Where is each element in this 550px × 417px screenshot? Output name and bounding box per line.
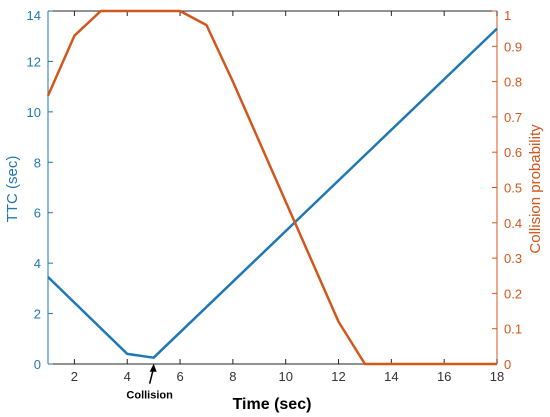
y-tick-label-left: 2 — [34, 307, 41, 322]
y-tick-label-left: 6 — [34, 206, 41, 221]
y-tick-label-right: 0.5 — [504, 181, 522, 196]
y-tick-label-left: 12 — [27, 54, 41, 69]
y-tick-label-right: 0.6 — [504, 145, 522, 160]
x-tick-label: 16 — [437, 369, 451, 384]
y-tick-label-right: 0.1 — [504, 322, 522, 337]
ttc-line — [47, 27, 498, 359]
y-tick-label-left: 14 — [27, 8, 41, 23]
collision-probability-line — [46, 9, 497, 366]
x-tick-label: 12 — [331, 369, 345, 384]
y-tick-label-right: 0 — [504, 357, 511, 372]
series-layer — [46, 9, 498, 366]
x-tick-label: 10 — [278, 369, 292, 384]
y-tick-label-right: 0.7 — [504, 110, 522, 125]
y-tick-label-right: 1 — [504, 8, 511, 23]
y-tick-label-right: 0.2 — [504, 286, 522, 301]
ticks-layer: 2 4 6 8 10 12 14 16 180246810121400.10.20.30.40.… — [27, 8, 523, 384]
axes — [47, 10, 498, 365]
x-tick-label: 18 — [490, 369, 504, 384]
x-tick-label: 14 — [384, 369, 398, 384]
y-tick-label-right: 0.9 — [504, 39, 522, 54]
x-tick-label: 4 — [124, 369, 131, 384]
y-tick-label-right: 0.8 — [504, 75, 522, 90]
y-axis-label-right: Collision probability — [527, 124, 544, 254]
y-tick-label-right: 0.4 — [504, 216, 522, 231]
x-axis-label: Time (sec) — [233, 396, 312, 413]
y-tick-label-left: 8 — [34, 155, 41, 170]
annotation-layer: Collision — [126, 363, 173, 402]
y-axis-label-left: TTC (sec) — [4, 156, 21, 223]
y-tick-label-left: 4 — [34, 256, 41, 271]
annotation-arrow-head — [149, 363, 157, 372]
annotation-label: Collision — [126, 390, 173, 402]
x-tick-label: 6 — [176, 369, 183, 384]
x-tick-label: 8 — [229, 369, 236, 384]
x-tick-label: 2 — [71, 369, 78, 384]
y-tick-label-right: 0.3 — [504, 251, 522, 266]
y-tick-label-left: 10 — [27, 105, 41, 120]
y-tick-label-left: 0 — [34, 357, 41, 372]
